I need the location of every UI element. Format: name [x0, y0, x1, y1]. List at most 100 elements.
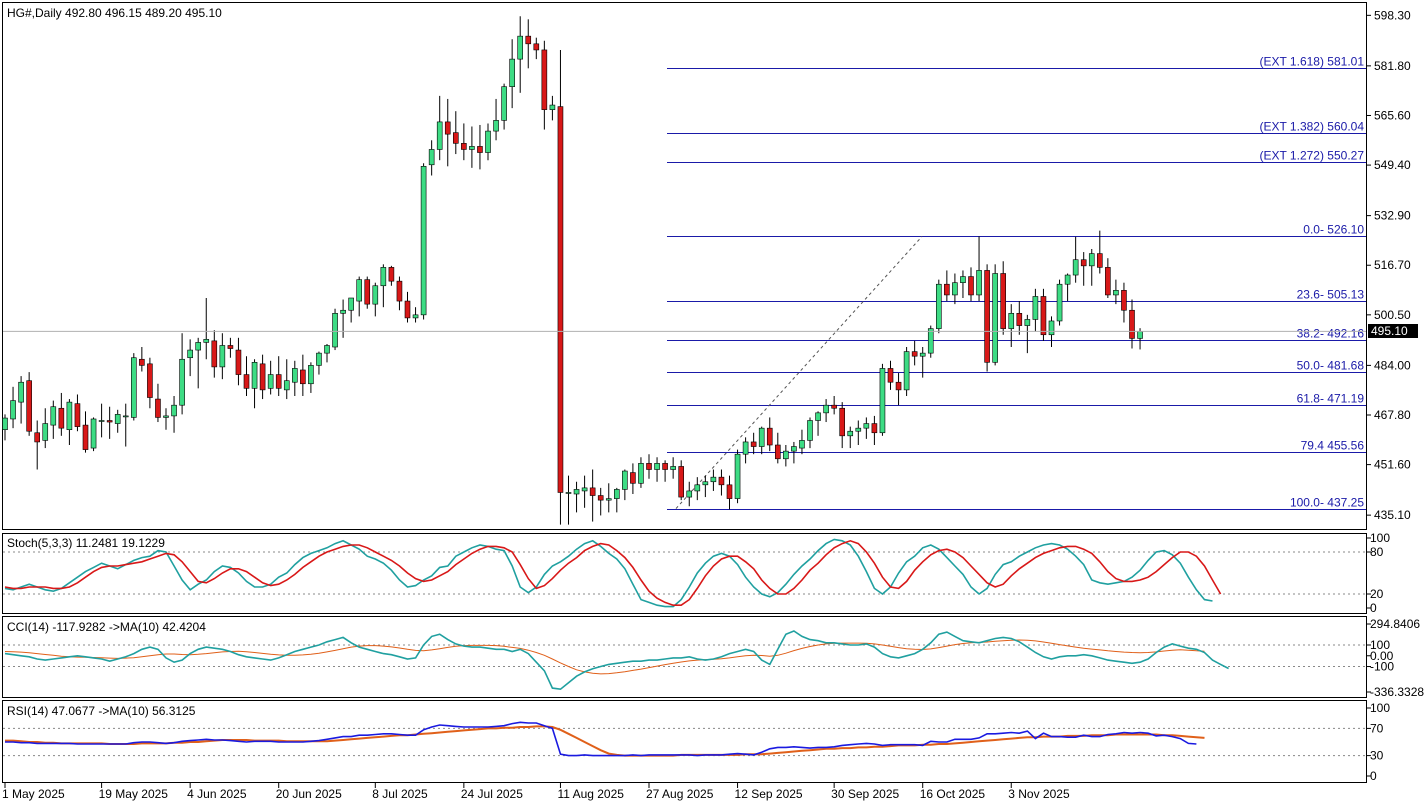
candle-body: [960, 276, 966, 283]
fib-trend-line: [675, 236, 923, 509]
symbol-label: HG#,Daily 492.80 496.15 489.20 495.10: [7, 6, 222, 20]
candle-body: [428, 149, 435, 166]
candle-body: [219, 345, 226, 368]
candle-body: [646, 463, 652, 470]
candle-body: [195, 342, 201, 351]
candle-body: [1105, 267, 1111, 296]
candle-body: [694, 484, 701, 492]
candle-body: [501, 86, 507, 121]
cci-tick-label: 0.00: [1370, 649, 1394, 663]
fibonacci-levels: (EXT 1.618) 581.01 (EXT 1.382) 560.04 (EXT…: [667, 55, 1366, 510]
candle-body: [1121, 290, 1127, 311]
candle-body: [605, 498, 612, 501]
candle-body: [469, 146, 475, 150]
candle-body: [726, 484, 733, 499]
stoch-label: Stoch(5,3,3) 11.2481 19.1229: [7, 536, 165, 550]
candle-body: [227, 345, 234, 349]
cci-tick-label: -100: [1370, 660, 1394, 674]
candle-body: [613, 489, 620, 499]
price-tick-label: 581.80: [1374, 59, 1411, 73]
candle-body: [106, 420, 113, 423]
candle-body: [251, 362, 258, 389]
stoch-pane[interactable]: [2, 533, 1367, 614]
candle-body: [1072, 259, 1079, 276]
candlesticks: [2, 16, 1143, 525]
candle-body: [791, 446, 797, 452]
candle-body: [1000, 273, 1007, 329]
candle-body: [710, 476, 717, 483]
candle-body: [452, 132, 459, 144]
price-tick-label: 565.60: [1374, 108, 1411, 122]
candle-body: [1016, 313, 1023, 326]
candle-body: [275, 374, 282, 389]
candle-body: [114, 414, 121, 424]
rsi-tick-label: 100: [1370, 701, 1390, 715]
candle-body: [879, 368, 886, 434]
candle-body: [58, 407, 65, 429]
candle-body: [90, 418, 97, 449]
candle-body: [903, 351, 910, 391]
candle-body: [750, 441, 757, 447]
main-pane[interactable]: [2, 2, 1367, 530]
candle-body: [10, 400, 16, 420]
candle-body: [702, 481, 709, 486]
price-tick-label: 451.60: [1374, 458, 1411, 472]
candle-body: [98, 420, 105, 422]
cci-tick-label: 294.8406: [1370, 617, 1420, 631]
candle-body: [944, 283, 950, 296]
indicator-lines: [3, 538, 1366, 757]
candle-body: [927, 328, 934, 354]
candle-body: [461, 143, 467, 150]
fib-level-label: 50.0- 481.68: [1297, 359, 1365, 373]
candle-body: [581, 487, 588, 492]
candle-body: [493, 120, 499, 132]
axes: 598.30 581.80 565.60 549.40 532.90 516.70 500.…: [2, 8, 1424, 801]
date-tick-label: 30 Sep 2025: [831, 787, 899, 801]
candle-body: [179, 358, 185, 406]
candle-body: [807, 420, 813, 441]
candle-body: [517, 35, 524, 60]
candle-body: [831, 404, 837, 409]
candle-body: [541, 49, 548, 110]
candle-body: [823, 404, 829, 414]
candle-body: [589, 487, 596, 496]
fib-level-label: 79.4 455.56: [1301, 439, 1365, 453]
candle-body: [412, 314, 419, 319]
candle-body: [1032, 296, 1039, 320]
rsi-label: RSI(14) 47.0677 ->MA(10) 56.3125: [7, 704, 196, 718]
candle-body: [638, 463, 644, 484]
cci-main-line: [4, 630, 1229, 691]
candle-body: [372, 285, 379, 305]
date-tick-label: 11 Aug 2025: [557, 787, 624, 801]
candle-body: [871, 423, 878, 434]
rsi-pane[interactable]: [2, 700, 1367, 783]
stoch-tick-label: 20: [1370, 587, 1384, 601]
candle-body: [122, 415, 129, 418]
candle-body: [283, 380, 290, 391]
candle-body: [485, 130, 491, 153]
candle-body: [799, 440, 805, 449]
candle-body: [147, 363, 153, 398]
price-tick-label: 598.30: [1374, 8, 1411, 22]
candle-body: [509, 58, 515, 87]
date-tick-label: 8 Jul 2025: [372, 787, 428, 801]
cci-ma-line: [4, 639, 1205, 675]
candle-body: [783, 450, 789, 460]
candle-body: [1024, 319, 1031, 326]
current-price-text: 495.10: [1371, 324, 1408, 338]
price-tick-label: 516.70: [1374, 258, 1411, 272]
fib-level-label: (EXT 1.618) 581.01: [1259, 55, 1364, 69]
rsi-main-line: [5, 721, 1197, 757]
candle-body: [525, 35, 532, 45]
fib-level-label: (EXT 1.272) 550.27: [1259, 149, 1364, 163]
candle-body: [670, 466, 676, 470]
candle-body: [18, 381, 24, 403]
stoch-tick-label: 80: [1370, 545, 1384, 559]
date-tick-label: 20 Jun 2025: [276, 787, 342, 801]
date-tick-label: 4 Jun 2025: [187, 787, 247, 801]
cci-tick-label: -336.3328: [1370, 685, 1424, 699]
candle-body: [26, 380, 32, 432]
candle-body: [356, 279, 363, 302]
candle-body: [139, 358, 145, 366]
